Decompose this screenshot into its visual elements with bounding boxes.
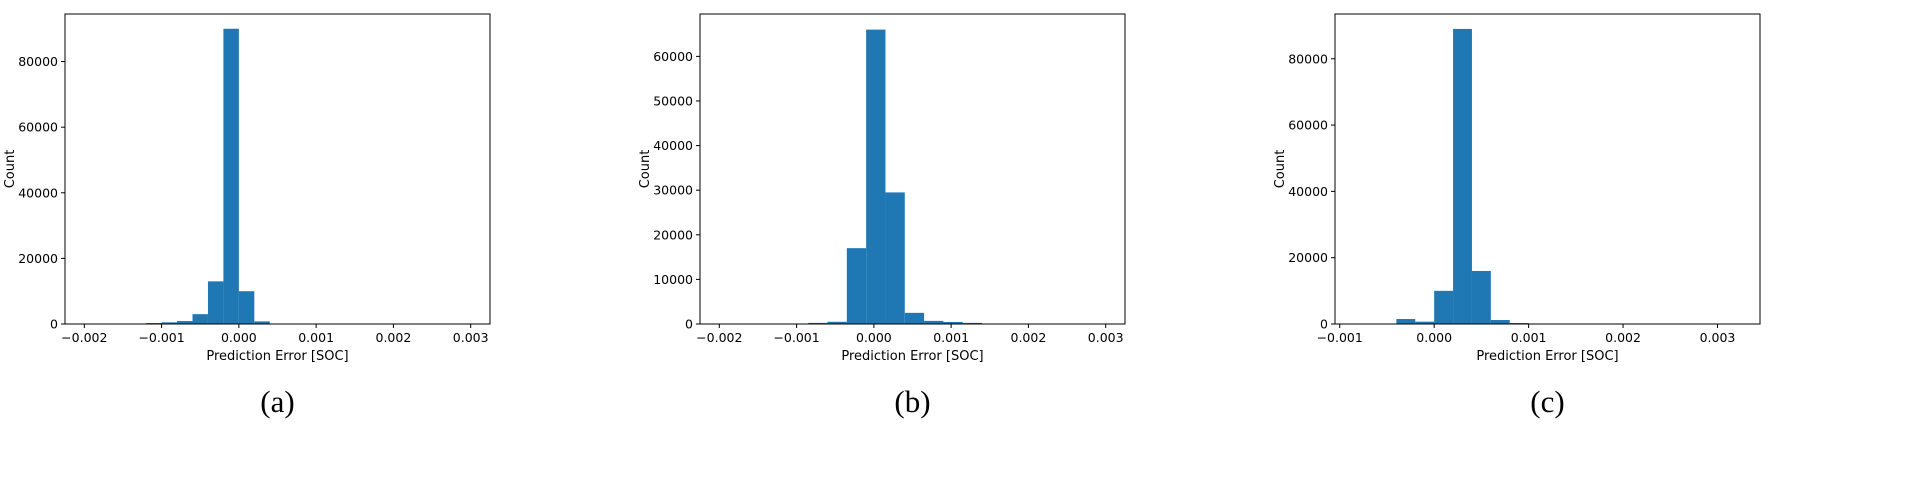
histogram-bar bbox=[866, 29, 886, 325]
histogram-bar bbox=[962, 322, 983, 324]
y-tick-label: 20000 bbox=[653, 227, 693, 242]
x-tick-label: −0.001 bbox=[138, 330, 184, 345]
y-tick-label: 50000 bbox=[653, 93, 693, 108]
x-tick-label: −0.001 bbox=[773, 330, 819, 345]
histogram-bar bbox=[1415, 321, 1435, 324]
y-tick-label: 30000 bbox=[653, 183, 693, 198]
y-tick-label: 0 bbox=[685, 317, 693, 332]
histogram-bar bbox=[924, 320, 944, 324]
x-tick-label: 0.000 bbox=[1416, 330, 1452, 345]
y-axis-label: Count bbox=[3, 150, 18, 189]
x-tick-label: 0.002 bbox=[1011, 330, 1047, 345]
histogram-bar bbox=[1434, 290, 1454, 324]
histogram-panel-a: −0.002 −0.001 0.000 0.001 0.002 0.003 0 20000 40… bbox=[0, 6, 635, 420]
plot-frame bbox=[1334, 13, 1761, 325]
x-tick-label: 0.003 bbox=[1088, 330, 1124, 345]
x-tick-label: 0.002 bbox=[376, 330, 412, 345]
plot-frame bbox=[699, 13, 1126, 325]
panel-caption-c: (c) bbox=[1530, 384, 1565, 419]
histogram-bar bbox=[192, 314, 208, 324]
y-tick-label: 40000 bbox=[1288, 184, 1328, 199]
plot-frame bbox=[64, 13, 491, 325]
x-tick-label: 0.001 bbox=[1511, 330, 1547, 345]
histogram-bar bbox=[827, 321, 847, 324]
histogram-chart-a: −0.002 −0.001 0.000 0.001 0.002 0.003 0 20000 40… bbox=[3, 13, 491, 364]
histogram-bar bbox=[808, 322, 828, 324]
histogram-bar bbox=[943, 321, 963, 324]
y-tick-label: 40000 bbox=[653, 138, 693, 153]
histogram-bar bbox=[1453, 28, 1472, 324]
y-tick-label: 20000 bbox=[18, 251, 58, 266]
histogram-bar bbox=[904, 312, 925, 324]
histogram-bar bbox=[223, 28, 239, 324]
y-axis-label: Count bbox=[1273, 150, 1288, 189]
histogram-bar bbox=[1490, 320, 1510, 324]
x-tick-label: 0.003 bbox=[1700, 330, 1736, 345]
histogram-bar bbox=[885, 192, 905, 324]
x-tick-label: 0.001 bbox=[933, 330, 969, 345]
y-tick-label: 0 bbox=[50, 317, 58, 332]
panel-caption-a: (a) bbox=[260, 384, 295, 419]
y-tick-label: 80000 bbox=[18, 54, 58, 69]
y-tick-label: 60000 bbox=[653, 49, 693, 64]
histogram-chart-c: −0.001 0.000 0.001 0.002 0.003 0 20000 40000 600… bbox=[1273, 13, 1761, 364]
histogram-bar bbox=[1396, 319, 1416, 324]
y-axis-label: Count bbox=[638, 150, 653, 189]
histogram-bar bbox=[161, 322, 178, 324]
histogram-bar bbox=[177, 321, 193, 324]
histogram-bar bbox=[846, 248, 867, 324]
x-tick-label: −0.001 bbox=[1317, 330, 1363, 345]
x-tick-label: 0.000 bbox=[856, 330, 892, 345]
histogram-panel-b: −0.002 −0.001 0.000 0.001 0.002 0.003 0 10000 20… bbox=[635, 6, 1270, 420]
histogram-chart-b: −0.002 −0.001 0.000 0.001 0.002 0.003 0 10000 20… bbox=[638, 13, 1126, 364]
histogram-bar bbox=[238, 291, 255, 324]
histogram-bar bbox=[207, 281, 224, 324]
panel-caption-b: (b) bbox=[894, 384, 931, 419]
x-tick-label: 0.003 bbox=[453, 330, 489, 345]
histogram-panel-c: −0.001 0.000 0.001 0.002 0.003 0 20000 40000 600… bbox=[1270, 6, 1905, 420]
histogram-bar bbox=[1471, 270, 1491, 324]
y-tick-label: 60000 bbox=[1288, 118, 1328, 133]
x-tick-label: 0.002 bbox=[1605, 330, 1641, 345]
y-tick-label: 60000 bbox=[18, 120, 58, 135]
x-tick-label: 0.001 bbox=[298, 330, 334, 345]
x-axis-label: Prediction Error [SOC] bbox=[206, 349, 348, 364]
x-tick-label: −0.002 bbox=[61, 330, 107, 345]
x-tick-label: −0.002 bbox=[696, 330, 742, 345]
y-tick-label: 80000 bbox=[1288, 51, 1328, 66]
x-axis-label: Prediction Error [SOC] bbox=[841, 349, 983, 364]
x-tick-label: 0.000 bbox=[221, 330, 257, 345]
y-tick-label: 10000 bbox=[653, 272, 693, 287]
histogram-bar bbox=[254, 321, 270, 324]
x-axis-label: Prediction Error [SOC] bbox=[1476, 349, 1618, 364]
y-tick-label: 20000 bbox=[1288, 250, 1328, 265]
y-tick-label: 0 bbox=[1320, 317, 1328, 332]
y-tick-label: 40000 bbox=[18, 185, 58, 200]
